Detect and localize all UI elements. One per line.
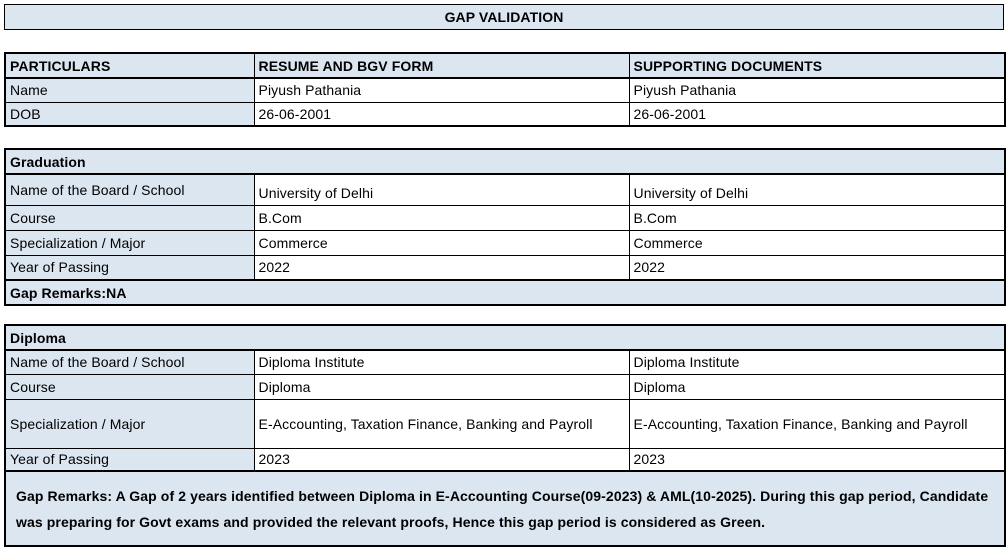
section-header-row: Diploma bbox=[4, 324, 1006, 351]
row-label-dob: DOB bbox=[4, 101, 255, 127]
dob-supporting-value: 26-06-2001 bbox=[628, 101, 1006, 127]
year-resume-value: 2022 bbox=[253, 254, 630, 281]
table-row: Name of the Board / School Diploma Insti… bbox=[4, 349, 1006, 375]
page-title: GAP VALIDATION bbox=[4, 4, 1004, 30]
board-supporting-value: University of Delhi bbox=[628, 173, 1006, 206]
section-title-graduation: Graduation bbox=[4, 148, 1006, 175]
table-row: Course B.Com B.Com bbox=[4, 204, 1006, 231]
personal-details-table: PARTICULARS RESUME AND BGV FORM SUPPORTI… bbox=[4, 52, 1006, 127]
gap-remarks-row: Gap Remarks: A Gap of 2 years identified… bbox=[4, 470, 1006, 547]
name-supporting-value: Piyush Pathania bbox=[628, 77, 1006, 103]
graduation-gap-remarks: Gap Remarks:NA bbox=[4, 279, 1006, 306]
table-row: Specialization / Major Commerce Commerce bbox=[4, 229, 1006, 256]
year-resume-value: 2023 bbox=[253, 447, 630, 472]
row-label-year-of-passing: Year of Passing bbox=[4, 447, 255, 472]
name-resume-value: Piyush Pathania bbox=[253, 77, 630, 103]
course-resume-value: Diploma bbox=[253, 373, 630, 400]
row-label-specialization: Specialization / Major bbox=[4, 398, 255, 449]
specialization-supporting-value: Commerce bbox=[628, 229, 1006, 256]
row-label-specialization: Specialization / Major bbox=[4, 229, 255, 256]
table-row: Name of the Board / School University of… bbox=[4, 173, 1006, 206]
column-header-particulars: PARTICULARS bbox=[4, 52, 255, 79]
section-title-diploma: Diploma bbox=[4, 324, 1006, 351]
board-resume-value: University of Delhi bbox=[253, 173, 630, 206]
row-label-board-school: Name of the Board / School bbox=[4, 349, 255, 375]
table-row: Year of Passing 2022 2022 bbox=[4, 254, 1006, 281]
table-row: Year of Passing 2023 2023 bbox=[4, 447, 1006, 472]
column-header-resume-bgv: RESUME AND BGV FORM bbox=[253, 52, 630, 79]
table-row: DOB 26-06-2001 26-06-2001 bbox=[4, 101, 1006, 127]
course-supporting-value: B.Com bbox=[628, 204, 1006, 231]
year-supporting-value: 2022 bbox=[628, 254, 1006, 281]
table-row: Name Piyush Pathania Piyush Pathania bbox=[4, 77, 1006, 103]
row-label-course: Course bbox=[4, 373, 255, 400]
graduation-section-table: Graduation Name of the Board / School Un… bbox=[4, 148, 1006, 306]
diploma-gap-remarks: Gap Remarks: A Gap of 2 years identified… bbox=[4, 470, 1006, 547]
specialization-resume-value: E-Accounting, Taxation Finance, Banking … bbox=[253, 398, 630, 449]
table-header-row: PARTICULARS RESUME AND BGV FORM SUPPORTI… bbox=[4, 52, 1006, 79]
column-header-supporting-docs: SUPPORTING DOCUMENTS bbox=[628, 52, 1006, 79]
page-title-text: GAP VALIDATION bbox=[444, 9, 564, 25]
row-label-name: Name bbox=[4, 77, 255, 103]
year-supporting-value: 2023 bbox=[628, 447, 1006, 472]
board-supporting-value: Diploma Institute bbox=[628, 349, 1006, 375]
course-supporting-value: Diploma bbox=[628, 373, 1006, 400]
gap-remarks-row: Gap Remarks:NA bbox=[4, 279, 1006, 306]
row-label-year-of-passing: Year of Passing bbox=[4, 254, 255, 281]
row-label-board-school: Name of the Board / School bbox=[4, 173, 255, 206]
board-resume-value: Diploma Institute bbox=[253, 349, 630, 375]
table-row: Course Diploma Diploma bbox=[4, 373, 1006, 400]
specialization-supporting-value: E-Accounting, Taxation Finance, Banking … bbox=[628, 398, 1006, 449]
dob-resume-value: 26-06-2001 bbox=[253, 101, 630, 127]
course-resume-value: B.Com bbox=[253, 204, 630, 231]
specialization-resume-value: Commerce bbox=[253, 229, 630, 256]
row-label-course: Course bbox=[4, 204, 255, 231]
diploma-section-table: Diploma Name of the Board / School Diplo… bbox=[4, 324, 1006, 547]
section-header-row: Graduation bbox=[4, 148, 1006, 175]
table-row: Specialization / Major E-Accounting, Tax… bbox=[4, 398, 1006, 449]
